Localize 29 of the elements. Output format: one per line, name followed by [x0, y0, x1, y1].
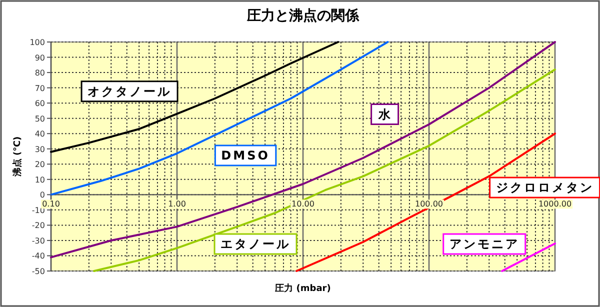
chart-title: 圧力と沸点の関係: [246, 8, 360, 24]
x-tick-label: 0.10: [42, 200, 60, 209]
x-tick-label: 100.00: [415, 200, 443, 209]
y-tick-label: 70: [34, 84, 45, 93]
x-axis-title: 圧力 (mbar): [274, 283, 331, 294]
series-label: オクタノール: [88, 84, 172, 98]
y-tick-label: -20: [32, 221, 45, 230]
x-tick-label: 1000.00: [538, 200, 572, 209]
y-tick-label: -40: [32, 252, 45, 261]
series-label: アンモニア: [449, 237, 520, 252]
y-axis-title: 沸点 (℃): [12, 136, 23, 178]
y-tick-label: -50: [32, 267, 45, 276]
series-label: ジクロロメタン: [496, 180, 594, 195]
series-label: エタノール: [220, 237, 291, 252]
y-tick-label: 20: [34, 160, 45, 170]
y-tick-label: 60: [34, 99, 45, 108]
y-tick-label: 50: [34, 114, 45, 124]
y-tick-label: 80: [34, 68, 45, 78]
series-label: 水: [377, 107, 392, 122]
y-tick-label: 0: [40, 190, 45, 200]
y-tick-label: -30: [32, 236, 45, 246]
y-tick-label: 40: [34, 130, 45, 139]
y-tick-label: 100: [30, 38, 45, 47]
x-tick-label: 1.00: [168, 200, 186, 209]
y-tick-label: 90: [34, 53, 45, 62]
y-tick-label: 30: [34, 144, 45, 154]
y-tick-label: 10: [34, 175, 45, 184]
x-tick-label: 10.00: [292, 200, 314, 209]
series-label: DMSO: [221, 148, 270, 162]
